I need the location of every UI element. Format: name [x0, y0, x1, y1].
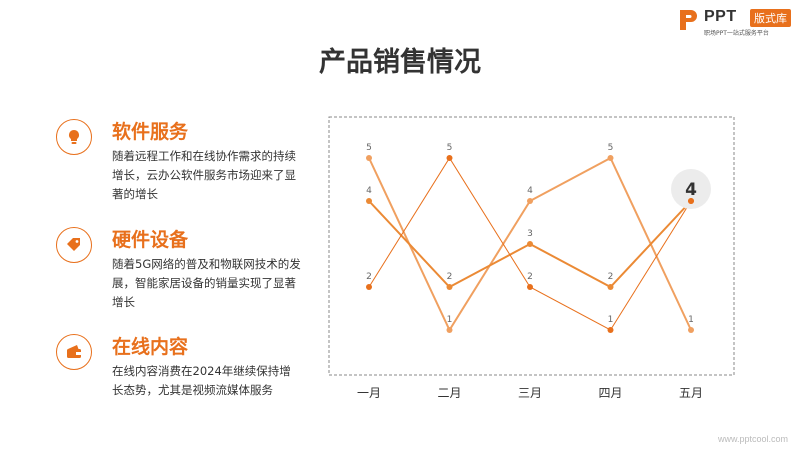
- brand-logo: PPT 版式库 职场PPT一站式服务平台: [678, 8, 793, 38]
- brand-name: PPT: [704, 8, 737, 25]
- feature-title: 硬件设备: [112, 229, 189, 251]
- footer-url: www.pptcool.com: [717, 434, 788, 444]
- data-point: [688, 327, 694, 333]
- chart-frame: [328, 116, 735, 376]
- price-tag-icon: [56, 227, 92, 263]
- data-point: [527, 241, 533, 247]
- brand-tag: 版式库: [750, 9, 791, 27]
- data-label: 2: [366, 272, 372, 282]
- data-label: 1: [447, 315, 453, 325]
- data-point: [366, 284, 372, 290]
- data-point: [446, 284, 453, 290]
- data-label: 5: [608, 143, 614, 153]
- data-label: 2: [447, 272, 453, 282]
- data-label: 4: [366, 186, 372, 196]
- x-tick-label: 二月: [437, 386, 461, 400]
- data-point: [607, 284, 614, 290]
- page-title: 产品销售情况: [319, 47, 481, 78]
- brand-subtitle: 职场PPT一站式服务平台: [704, 30, 769, 37]
- feature-title: 软件服务: [112, 121, 189, 143]
- x-tick-label: 五月: [679, 386, 703, 400]
- x-tick-label: 四月: [598, 386, 622, 400]
- data-label: 5: [447, 143, 453, 153]
- highlight-label: 4: [685, 180, 697, 200]
- highlight-bubble: [671, 169, 711, 209]
- feature-desc: 随着5G网络的普及和物联网技术的发展，智能家居设备的销量实现了显著增长: [112, 257, 301, 309]
- data-point: [366, 155, 372, 161]
- data-label: 4: [527, 186, 533, 196]
- data-label: 1: [608, 315, 614, 325]
- data-point: [688, 198, 694, 204]
- wallet-icon: [56, 334, 92, 370]
- data-point: [527, 198, 533, 204]
- lightbulb-icon: [56, 119, 92, 155]
- data-point: [607, 155, 614, 161]
- data-label: 3: [527, 229, 533, 239]
- data-point: [527, 284, 533, 290]
- data-point: [366, 198, 372, 204]
- feature-desc: 随着远程工作和在线协作需求的持续增长，云办公软件服务市场迎来了显著的增长: [112, 149, 296, 201]
- x-tick-label: 三月: [518, 386, 542, 400]
- data-label: 2: [527, 272, 533, 282]
- data-point: [446, 155, 453, 161]
- feature-title: 在线内容: [112, 336, 189, 358]
- data-point: [607, 327, 614, 333]
- data-label: 1: [688, 315, 694, 325]
- data-label: 5: [366, 143, 372, 153]
- data-point: [446, 327, 453, 333]
- x-tick-label: 一月: [357, 386, 381, 400]
- ppt-logo-icon: [680, 10, 697, 30]
- data-label: 2: [608, 272, 614, 282]
- feature-desc: 在线内容消费在2024年继续保持增长态势，尤其是视频流媒体服务: [112, 364, 291, 397]
